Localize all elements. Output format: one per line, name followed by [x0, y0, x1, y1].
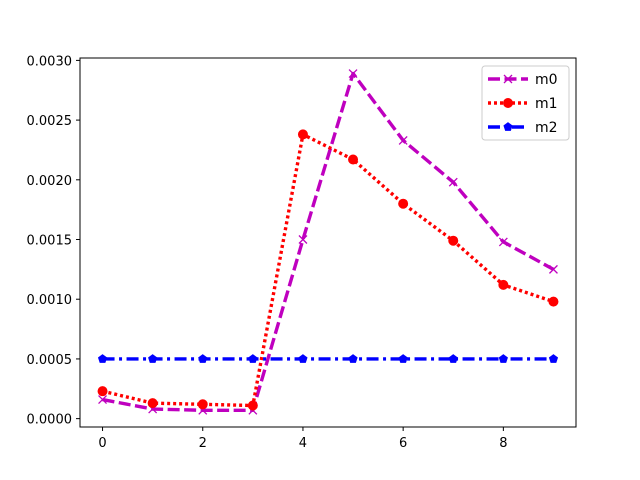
- data-point-m0-4: [298, 235, 308, 244]
- data-point-m0-0: [98, 395, 108, 404]
- data-point-m0-5-stroke-b: [348, 69, 358, 78]
- y-tick-label: 0.0025: [27, 114, 73, 129]
- y-tick-label: 0.0020: [27, 174, 73, 189]
- data-point-m1-3: [247, 400, 258, 411]
- data-point-m1-8: [498, 279, 509, 290]
- x-tick-label: 0: [98, 436, 106, 451]
- data-point-m0-0-stroke-b: [98, 395, 108, 404]
- legend-marker-m0: [503, 74, 513, 84]
- legend-label-m0: m0: [535, 72, 558, 88]
- data-point-m1-0: [97, 386, 108, 397]
- data-point-m2-1: [148, 354, 158, 363]
- legend: m0 m1 m2: [481, 65, 570, 141]
- data-point-m0-8-stroke-b: [498, 237, 508, 247]
- data-point-m1-1: [147, 398, 158, 409]
- y-tick-label: 0.0000: [27, 413, 73, 428]
- axes-frame: [79, 57, 577, 428]
- data-point-m2-7: [448, 354, 458, 363]
- data-point-m0-6: [398, 135, 408, 145]
- data-point-m1-2: [197, 399, 208, 410]
- data-point-m1-5: [348, 154, 359, 165]
- series-line-m0: [102, 71, 555, 412]
- legend-marker-m1: [503, 98, 513, 108]
- y-tick-label: 0.0005: [27, 353, 73, 368]
- data-point-m0-5: [348, 69, 358, 78]
- data-point-m1-9: [548, 296, 559, 307]
- legend-marker-m0-stroke-b: [503, 74, 513, 84]
- data-point-m2-3: [248, 354, 258, 363]
- x-tick-label: 4: [299, 436, 307, 451]
- y-tick-label: 0.0010: [27, 293, 73, 308]
- data-point-m1-6: [398, 198, 409, 209]
- data-point-m2-4: [298, 354, 308, 363]
- legend-label-m1: m1: [535, 96, 558, 112]
- legend-label-m2: m2: [535, 120, 558, 136]
- legend-marker-m2: [503, 122, 513, 131]
- data-point-m2-5: [348, 354, 358, 363]
- y-tick-label: 0.0015: [27, 234, 73, 249]
- data-point-m0-9: [548, 264, 558, 274]
- data-point-m0-4-stroke-b: [298, 235, 308, 244]
- y-tick-label: 0.0030: [27, 54, 73, 69]
- data-point-m2-8: [498, 354, 508, 363]
- data-point-m2-9: [548, 354, 559, 363]
- axes: 0 2 4 6 8 0.0000 0.0005 0.0010 0.0015 0.0020 0.002…: [27, 54, 577, 451]
- data-point-m1-4: [297, 129, 308, 140]
- data-point-m2-0: [97, 354, 108, 363]
- data-point-m2-2: [198, 354, 208, 363]
- plot-area: [97, 69, 559, 415]
- data-point-m2-6: [398, 354, 408, 363]
- x-tick-label: 6: [399, 436, 407, 451]
- data-point-m0-9-stroke-b: [548, 264, 558, 274]
- x-tick-label: 2: [199, 436, 207, 451]
- x-tick-label: 8: [499, 436, 507, 451]
- data-point-m0-6-stroke-b: [398, 135, 408, 145]
- data-point-m1-7: [448, 235, 459, 246]
- data-point-m0-7: [448, 177, 458, 187]
- data-point-m0-7-stroke-b: [448, 177, 458, 187]
- data-point-m0-8: [498, 237, 508, 247]
